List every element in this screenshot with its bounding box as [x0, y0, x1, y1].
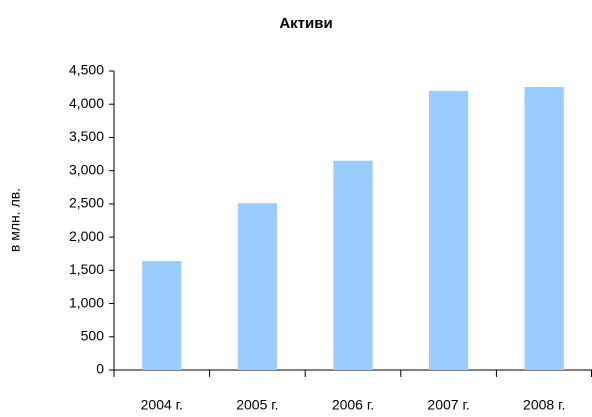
y-tick-label: 4,500: [69, 62, 104, 78]
y-tick-label: 1,000: [69, 294, 104, 310]
bar: [237, 203, 277, 370]
y-tick-label: 4,000: [69, 95, 104, 111]
y-tick-label: 3,500: [69, 128, 104, 144]
y-tick-label: 1,500: [69, 261, 104, 277]
bar: [333, 160, 373, 370]
y-axis-label: в млн. лв.: [7, 188, 23, 252]
bar: [142, 261, 182, 370]
bar: [524, 86, 564, 371]
chart-title: Активи: [279, 15, 332, 32]
y-tick-label: 500: [81, 327, 105, 343]
y-tick-label: 0: [96, 361, 104, 377]
y-tick-label: 3,000: [69, 161, 104, 177]
bar: [429, 90, 469, 370]
x-tick-label: 2005 г.: [236, 397, 278, 413]
y-tick-label: 2,500: [69, 195, 104, 211]
x-tick-label: 2007 г.: [427, 397, 469, 413]
x-tick-label: 2008 г.: [523, 397, 565, 413]
y-tick-label: 2,000: [69, 228, 104, 244]
x-tick-label: 2004 г.: [141, 397, 183, 413]
x-tick-label: 2006 г.: [332, 397, 374, 413]
